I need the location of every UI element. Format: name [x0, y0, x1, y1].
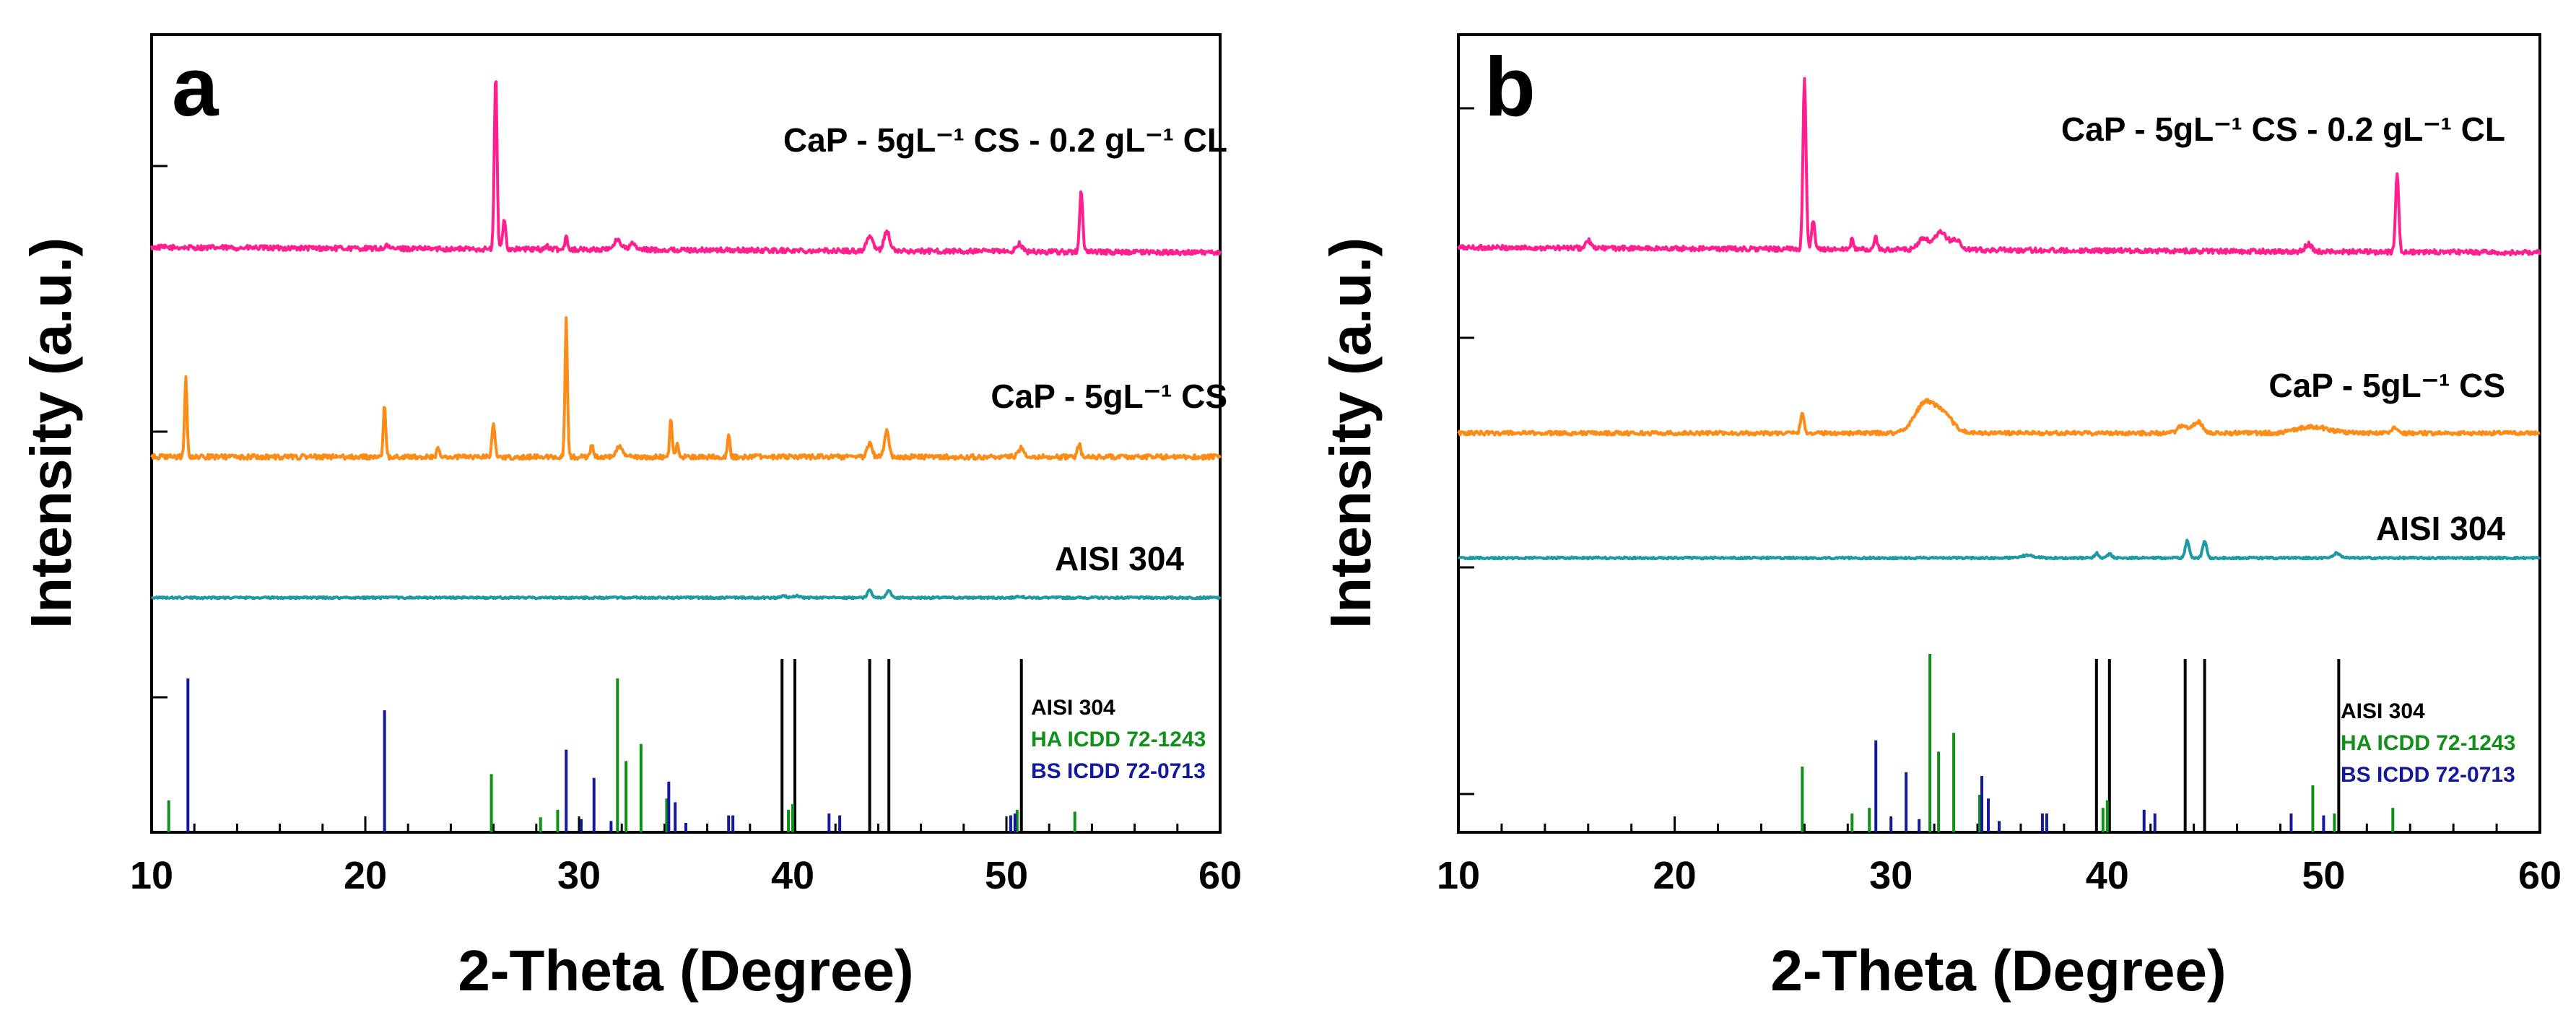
- reference-legend-entry: HA ICDD 72-1243: [1031, 728, 1206, 751]
- reference-legend-entry: BS ICDD 72-0713: [1031, 759, 1206, 783]
- x-tick-label: 50: [985, 854, 1028, 897]
- reference-legend-entry: HA ICDD 72-1243: [2341, 731, 2515, 755]
- x-tick-labels: 10 20 30 40 50 60: [1437, 854, 2562, 897]
- reference-legend-entry: AISI 304: [2341, 699, 2425, 723]
- x-tick-label: 20: [1653, 854, 1697, 897]
- reference-legend-entry: AISI 304: [1031, 696, 1115, 720]
- reference-patterns: [167, 659, 1076, 832]
- axis-ticks: [1457, 107, 2541, 832]
- xrd-curve: [1457, 77, 2541, 257]
- xrd-curve: [1457, 538, 2541, 561]
- reference-legend: AISI 304 HA ICDD 72-1243 BS ICDD 72-0713: [2341, 699, 2515, 787]
- x-tick-label: 30: [557, 854, 601, 897]
- xrd-curve: [150, 588, 1222, 601]
- x-tick-label: 10: [1437, 854, 1480, 897]
- panel-label: a: [172, 40, 219, 134]
- xrd-curves: [150, 80, 1222, 601]
- x-tick-label: 40: [771, 854, 814, 897]
- xrd-curves: [1457, 77, 2541, 561]
- x-axis-label: 2-Theta (Degree): [1770, 938, 2226, 1003]
- x-tick-label: 50: [2302, 854, 2345, 897]
- curve-labels: CaP - 5gL⁻¹ CS - 0.2 gL⁻¹ CL CaP - 5gL⁻¹ …: [783, 121, 1227, 577]
- y-axis-label: Intensity (a.u.): [19, 237, 83, 629]
- curve-label: CaP - 5gL⁻¹ CS - 0.2 gL⁻¹ CL: [2061, 110, 2505, 148]
- x-tick-labels: 10 20 30 40 50 60: [130, 854, 1242, 897]
- x-tick-label: 20: [344, 854, 387, 897]
- xrd-curve: [1457, 398, 2541, 437]
- xrd-curve: [150, 316, 1222, 461]
- reference-legend-entry: BS ICDD 72-0713: [2341, 763, 2515, 787]
- reference-patterns: [1801, 654, 2395, 832]
- x-tick-label: 60: [1198, 854, 1242, 897]
- reference-legend: AISI 304 HA ICDD 72-1243 BS ICDD 72-0713: [1031, 696, 1206, 783]
- panel-a: AISI 304 HA ICDD 72-1243 BS ICDD 72-0713 C…: [19, 33, 1242, 1003]
- panel-label: b: [1484, 40, 1536, 134]
- panel-b: AISI 304 HA ICDD 72-1243 BS ICDD 72-0713 C…: [1318, 33, 2562, 1003]
- curve-label: CaP - 5gL⁻¹ CS - 0.2 gL⁻¹ CL: [783, 121, 1227, 159]
- y-axis-label: Intensity (a.u.): [1318, 237, 1383, 629]
- x-tick-label: 10: [130, 854, 173, 897]
- x-axis-label: 2-Theta (Degree): [458, 938, 913, 1003]
- axis-ticks: [150, 165, 1222, 834]
- curve-labels: CaP - 5gL⁻¹ CS - 0.2 gL⁻¹ CL CaP - 5gL⁻¹ …: [2061, 110, 2506, 547]
- x-tick-label: 40: [2086, 854, 2129, 897]
- curve-label: CaP - 5gL⁻¹ CS: [2268, 367, 2505, 404]
- curve-label: AISI 304: [2376, 510, 2505, 547]
- x-tick-label: 30: [1869, 854, 1913, 897]
- curve-label: AISI 304: [1055, 540, 1184, 577]
- xrd-curve: [150, 80, 1222, 257]
- curve-label: CaP - 5gL⁻¹ CS: [991, 378, 1227, 415]
- x-tick-label: 60: [2518, 854, 2562, 897]
